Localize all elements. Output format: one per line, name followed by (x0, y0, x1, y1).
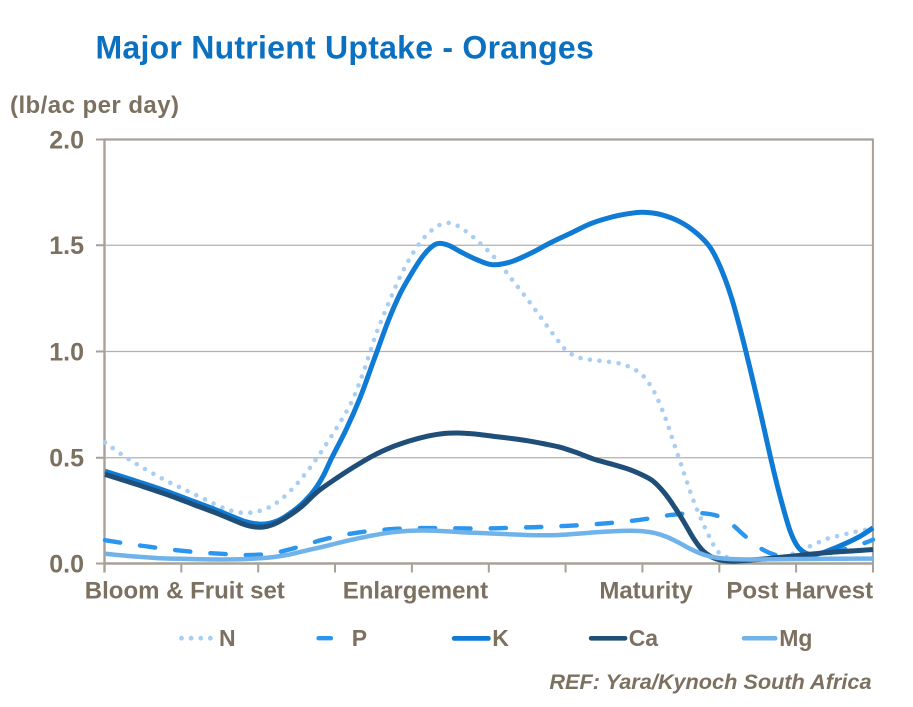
svg-text:Mg: Mg (779, 625, 812, 651)
svg-text:(lb/ac per day): (lb/ac per day) (10, 92, 179, 119)
svg-text:REF: Yara/Kynoch South Africa: REF: Yara/Kynoch South Africa (549, 669, 871, 694)
svg-text:1.5: 1.5 (49, 232, 84, 260)
svg-text:1.0: 1.0 (49, 338, 84, 366)
svg-text:P: P (352, 625, 367, 651)
svg-text:Post Harvest: Post Harvest (726, 578, 873, 605)
svg-text:Bloom & Fruit set: Bloom & Fruit set (85, 578, 285, 605)
svg-text:Enlargement: Enlargement (343, 578, 488, 605)
svg-text:2.0: 2.0 (49, 126, 84, 154)
svg-text:0.5: 0.5 (49, 445, 84, 473)
svg-text:Maturity: Maturity (599, 578, 693, 605)
svg-text:Ca: Ca (629, 625, 659, 651)
svg-text:0.0: 0.0 (49, 550, 84, 578)
svg-text:K: K (492, 625, 509, 651)
svg-text:N: N (219, 625, 236, 651)
svg-text:Major Nutrient Uptake - Orange: Major Nutrient Uptake - Oranges (96, 29, 595, 65)
